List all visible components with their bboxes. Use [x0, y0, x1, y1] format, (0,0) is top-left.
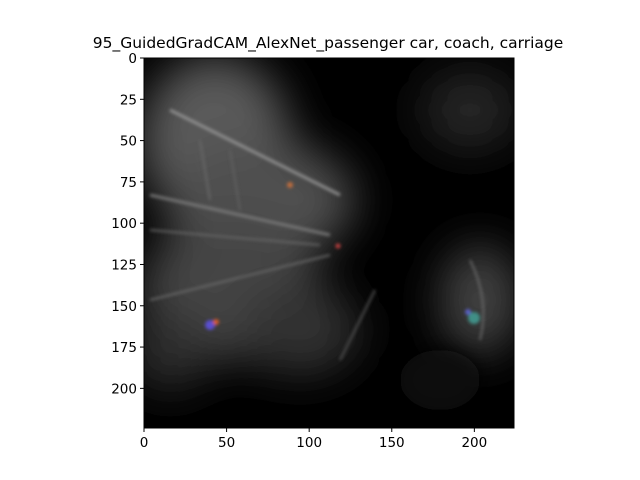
axes-frame	[143, 57, 515, 429]
y-tick-label: 175	[111, 340, 137, 356]
x-tick-label: 100	[296, 435, 322, 451]
plot-title: 95_GuidedGradCAM_AlexNet_passenger car, …	[92, 34, 564, 52]
x-tick-label: 200	[461, 435, 487, 451]
x-tick-label: 50	[218, 435, 235, 451]
x-tick-label: 0	[140, 435, 149, 451]
x-tick-label: 150	[379, 435, 405, 451]
y-tick-label: 200	[111, 381, 137, 397]
y-tick-label: 0	[128, 51, 137, 67]
y-tick-label: 100	[111, 216, 137, 232]
x-axis: 0 50 100 150 200	[140, 428, 487, 451]
y-tick-label: 150	[111, 299, 137, 315]
heatmap-image	[144, 58, 514, 428]
y-tick-label: 25	[120, 92, 137, 108]
y-tick-label: 125	[111, 257, 137, 273]
y-tick-label: 50	[120, 134, 137, 150]
y-tick-label: 75	[120, 175, 137, 191]
y-axis: 0 25 50 75 100 125 150 175 200	[111, 51, 144, 397]
